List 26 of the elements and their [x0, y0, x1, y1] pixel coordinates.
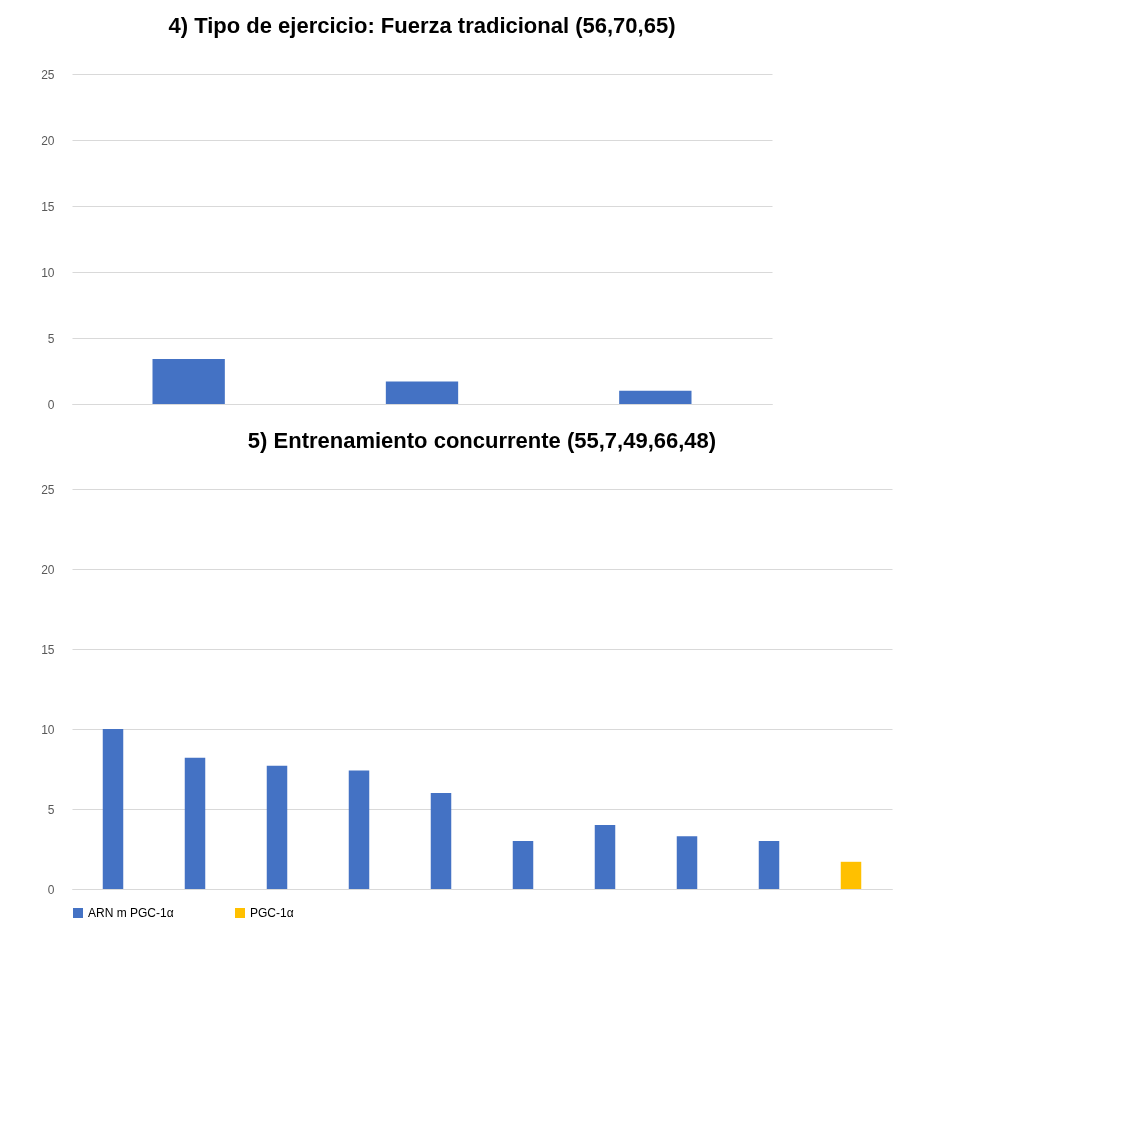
y-tick-label: 5 — [47, 331, 55, 346]
bar — [594, 825, 616, 889]
bar — [840, 861, 862, 889]
legend-label: PGC-1α — [250, 906, 294, 920]
bar — [430, 793, 452, 889]
chart-title: 4) Tipo de ejercicio: Fuerza tradicional (56,70,65) — [168, 13, 676, 38]
bar — [758, 841, 780, 889]
y-tick-label: 10 — [41, 722, 55, 737]
bar — [676, 836, 698, 889]
y-tick-label: 5 — [47, 802, 55, 817]
y-tick-label: 10 — [41, 265, 55, 280]
y-tick-label: 20 — [41, 562, 55, 577]
bar — [184, 757, 206, 889]
bar — [512, 841, 534, 889]
y-tick-label: 0 — [47, 882, 55, 897]
y-tick-label: 0 — [47, 397, 55, 412]
y-tick-label: 25 — [41, 482, 55, 497]
y-tick-label: 15 — [41, 642, 55, 657]
legend-label: ARN m PGC-1α — [88, 906, 174, 920]
bar — [266, 765, 288, 889]
chart-title: 5) Entrenamiento concurrente (55,7,49,66,48) — [247, 428, 717, 453]
y-tick-label: 15 — [41, 199, 55, 214]
bar — [348, 770, 370, 889]
bar — [102, 729, 124, 889]
y-tick-label: 25 — [41, 67, 55, 82]
y-tick-label: 20 — [41, 133, 55, 148]
